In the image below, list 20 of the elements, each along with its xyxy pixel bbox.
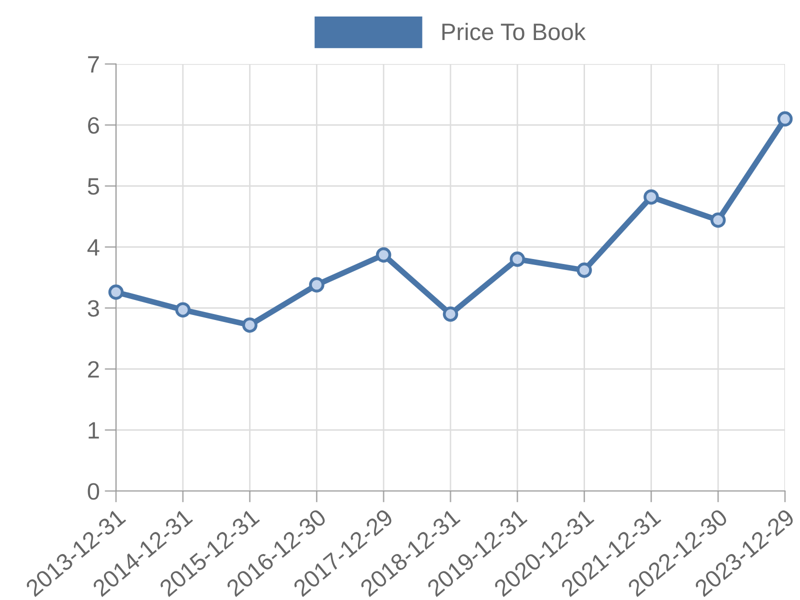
- y-tick-label: 0: [88, 483, 100, 500]
- point: [108, 284, 124, 300]
- y-tick-label: 6: [88, 117, 99, 134]
- point: [777, 111, 793, 127]
- y-tick-label: 1: [88, 422, 99, 439]
- point: [644, 189, 659, 205]
- point: [576, 262, 592, 278]
- y-tick-label: 4: [87, 239, 100, 256]
- y-tick-label: 2: [88, 361, 99, 378]
- point: [175, 302, 191, 318]
- y-tick-label: 7: [88, 56, 99, 73]
- legend-label: Price To Book: [442, 22, 586, 40]
- point: [242, 317, 258, 333]
- point: [510, 252, 526, 267]
- point: [309, 277, 324, 292]
- point: [442, 306, 458, 322]
- point: [376, 247, 392, 263]
- point: [710, 212, 726, 228]
- y-tick-label: 5: [88, 178, 100, 195]
- y-tick-label: 3: [88, 300, 99, 317]
